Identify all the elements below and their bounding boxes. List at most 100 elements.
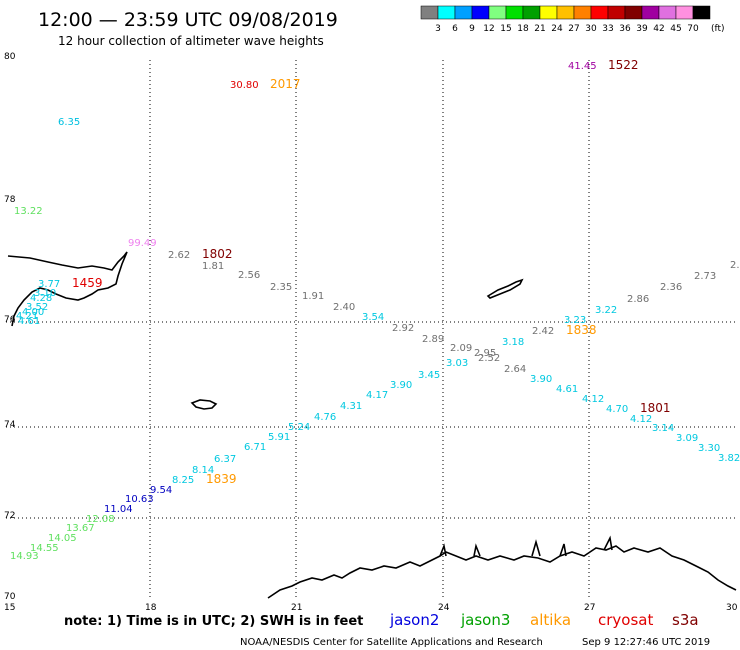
wave-height-label: 2.42 <box>532 326 554 337</box>
wave-height-label: 3.03 <box>446 358 468 369</box>
wave-height-label: 3.90 <box>390 380 412 391</box>
wave-height-label: 3.14 <box>652 423 674 434</box>
wave-height-label: 12.08 <box>86 514 115 525</box>
map-title: 12:00 — 23:59 UTC 09/08/2019 <box>38 9 338 31</box>
legend-tick-label: 33 <box>602 24 613 34</box>
lat-label-80: 80 <box>4 52 16 62</box>
wave-height-label: 6.37 <box>214 454 236 465</box>
footer-note: note: 1) Time is in UTC; 2) SWH is in fe… <box>64 614 363 629</box>
legend-tick-label: 21 <box>534 24 545 34</box>
legend-tick-label: 70 <box>687 24 699 34</box>
pass-time-label: 2017 <box>270 77 301 91</box>
wave-height-label: 4.31 <box>340 401 362 412</box>
legend-tick-label: 6 <box>452 24 458 34</box>
bear-island-coastline <box>190 399 218 410</box>
satellite-altika: altika <box>530 611 571 629</box>
wave-height-label: 3.18 <box>502 337 524 348</box>
wave-height-label: 4.61 <box>18 316 40 327</box>
legend-swatch <box>692 5 711 20</box>
wave-height-label: 8.14 <box>192 465 214 476</box>
lon-label-27: 27 <box>584 603 595 613</box>
wave-height-label: 3.90 <box>530 374 552 385</box>
wave-height-label: 10.63 <box>125 494 154 505</box>
graticule <box>6 60 736 598</box>
footer-timestamp: Sep 9 12:27:46 UTC 2019 <box>582 637 710 648</box>
legend-swatch <box>641 5 660 20</box>
wave-height-label: 4.00 <box>22 307 44 318</box>
wave-height-label: 4.21 <box>16 311 38 322</box>
lon-label-30: 30 <box>726 603 738 613</box>
legend-tick-label: 36 <box>619 24 631 34</box>
wave-height-label: 4.12 <box>582 394 604 405</box>
satellite-jason2: jason2 <box>389 611 439 629</box>
legend-swatch <box>573 5 592 20</box>
legend-swatch <box>488 5 507 20</box>
legend-tick-label: 9 <box>469 24 475 34</box>
legend-swatch <box>454 5 473 20</box>
legend-tick-label: 15 <box>500 24 511 34</box>
norway-coastline <box>267 545 737 599</box>
legend-unit: (ft) <box>711 24 725 34</box>
wave-height-label: 11.04 <box>104 504 133 515</box>
svalbard-coastline <box>7 251 128 327</box>
lon-label-18: 18 <box>145 603 157 613</box>
legend-tick-label: 3 <box>435 24 441 34</box>
wave-height-label: 4.28 <box>30 293 52 304</box>
wave-height-label: 99.49 <box>128 238 157 249</box>
wave-height-label: 2.40 <box>333 302 355 313</box>
legend-tick-label: 27 <box>568 24 579 34</box>
pass-time-labels: 1522 2017 1802 1459 1838 1801 1839 <box>72 58 671 486</box>
lat-label-74: 74 <box>4 420 16 430</box>
pass-time-label: 1838 <box>566 323 597 337</box>
legend-swatch <box>522 5 541 20</box>
wave-height-label: 41.45 <box>568 61 597 72</box>
pass-time-label: 1522 <box>608 58 639 72</box>
wave-height-label: 3.77 <box>38 279 60 290</box>
wave-height-label: 3.22 <box>595 305 617 316</box>
wave-height-label: 3.82 <box>718 453 740 464</box>
wave-height-label: 4.76 <box>314 412 336 423</box>
satellite-s3a: s3a <box>672 611 699 629</box>
wave-height-label: 3.10 <box>34 288 56 299</box>
legend-swatch <box>590 5 609 20</box>
legend-swatch <box>624 5 643 20</box>
pass-time-label: 1839 <box>206 472 237 486</box>
wave-height-label: 6.71 <box>244 442 266 453</box>
legend-swatch <box>437 5 456 20</box>
wave-height-label: 2.86 <box>627 294 649 305</box>
satellite-cryosat: cryosat <box>598 611 653 629</box>
legend-swatch <box>658 5 677 20</box>
lon-label-15: 15 <box>4 603 15 613</box>
kong-karls-land-coastline <box>486 278 524 299</box>
latitude-axis: 80 78 76 74 72 70 <box>4 52 16 602</box>
wave-height-label: 13.67 <box>66 523 95 534</box>
wave-height-label: 2.73 <box>694 271 716 282</box>
wave-height-label: 3.09 <box>676 433 698 444</box>
legend-tick-label: 30 <box>585 24 597 34</box>
map-subtitle: 12 hour collection of altimeter wave hei… <box>58 34 324 48</box>
wave-height-label: 3.23 <box>564 315 586 326</box>
legend-swatch <box>675 5 694 20</box>
wave-height-label: 9.54 <box>150 485 172 496</box>
pass-time-label: 1801 <box>640 401 671 415</box>
wave-height-label: 5.91 <box>268 432 290 443</box>
wave-height-label: 4.61 <box>556 384 578 395</box>
wave-height-label: 3.52 <box>26 302 48 313</box>
lon-label-24: 24 <box>438 603 450 613</box>
lon-label-21: 21 <box>291 603 302 613</box>
coastline-layer <box>7 251 737 599</box>
legend-swatch <box>539 5 558 20</box>
wave-height-label: 2.52 <box>478 353 500 364</box>
wave-height-label: 4.17 <box>366 390 388 401</box>
wave-height-label: 2.56 <box>238 270 260 281</box>
pass-time-label: 1802 <box>202 247 233 261</box>
wave-height-label: 2.92 <box>392 323 414 334</box>
norway-fjords-coastline <box>439 535 613 557</box>
wave-height-label: 30.80 <box>230 80 259 91</box>
legend-tick-label: 39 <box>636 24 648 34</box>
wave-height-label: 2.62 <box>168 250 190 261</box>
wave-height-label: 1.91 <box>302 291 324 302</box>
legend-swatch <box>556 5 575 20</box>
